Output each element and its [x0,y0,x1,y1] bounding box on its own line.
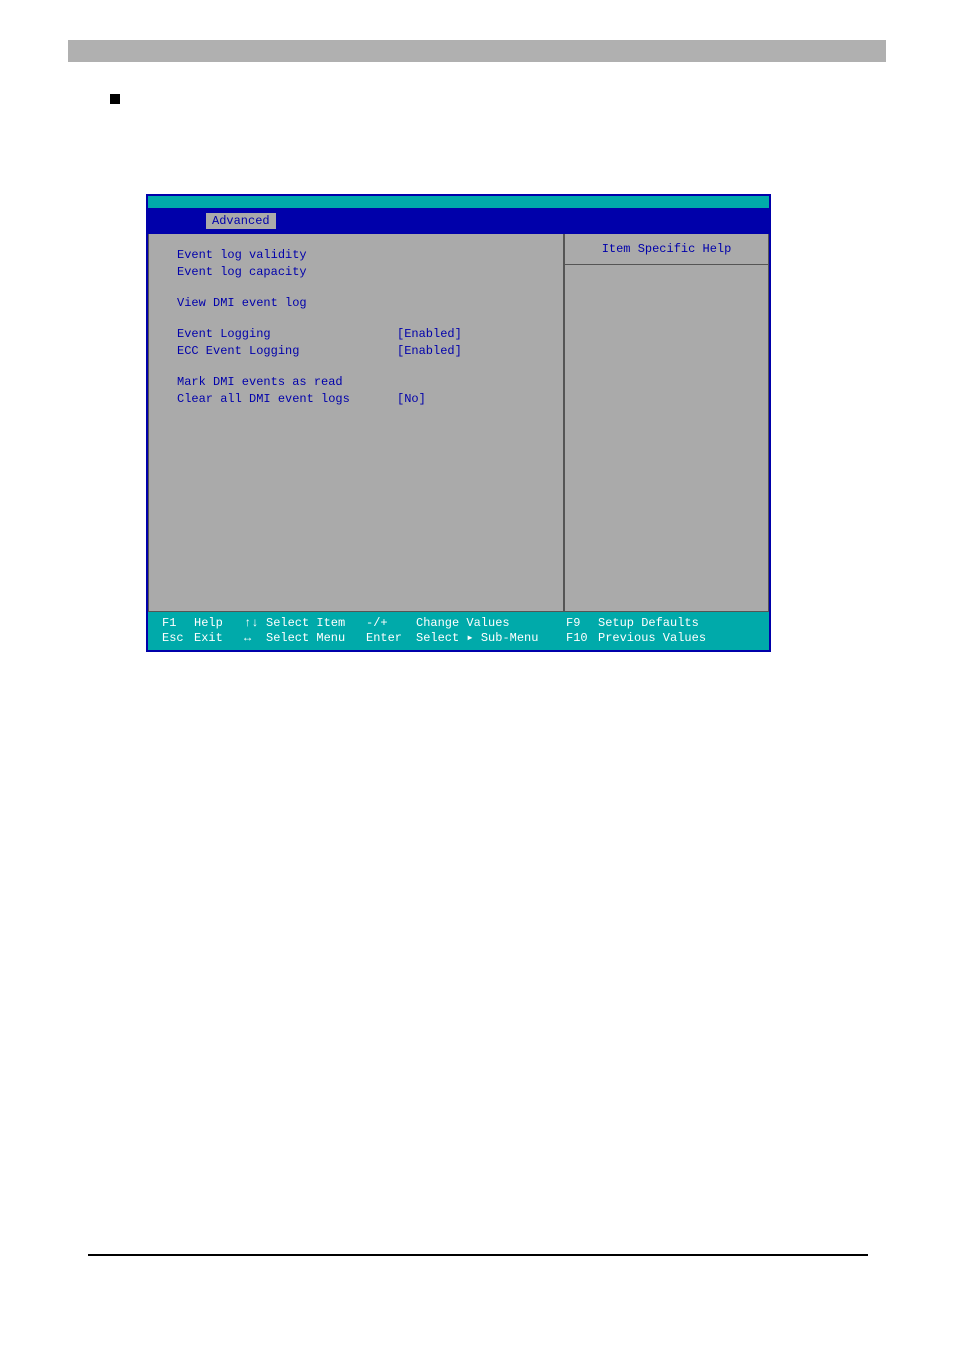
page-bottom-rule [88,1254,868,1256]
footer-row-2: Esc Exit ↔ Select Menu Enter Select ▸ Su… [162,631,755,646]
tab-advanced[interactable]: Advanced [206,213,276,229]
bios-menu-bar[interactable]: Advanced [148,208,769,234]
row-event-logging[interactable]: Event Logging [Enabled] [177,327,543,342]
value-event-logging[interactable]: [Enabled] [397,327,462,342]
footer-row-1: F1 Help ↑↓ Select Item -/+ Change Values… [162,616,755,631]
row-event-log-validity[interactable]: Event log validity [177,248,543,263]
label-view-dmi-event-log: View DMI event log [177,296,397,311]
label-event-logging: Event Logging [177,327,397,342]
row-ecc-event-logging[interactable]: ECC Event Logging [Enabled] [177,344,543,359]
page-header-bar [68,40,886,62]
row-clear-all-dmi[interactable]: Clear all DMI event logs [No] [177,392,543,407]
bios-help-panel: Item Specific Help [564,234,769,612]
footer-key-f1: F1 [162,616,194,631]
footer-label-select-menu: Select Menu [266,631,366,646]
bios-footer-bar: F1 Help ↑↓ Select Item -/+ Change Values… [148,612,769,650]
row-view-dmi-event-log[interactable]: View DMI event log [177,296,543,311]
bios-setup-window: Advanced Event log validity Event log ca… [146,194,771,652]
footer-label-select-submenu: Select ▸ Sub-Menu [416,631,566,646]
footer-label-exit: Exit [194,631,244,646]
leftright-arrow-icon: ↔ [244,631,266,646]
footer-label-previous-values: Previous Values [598,631,706,646]
bios-content-area: Event log validity Event log capacity Vi… [148,234,769,612]
label-clear-all-dmi: Clear all DMI event logs [177,392,397,407]
footer-label-select-item: Select Item [266,616,366,631]
footer-key-minusplus: -/+ [366,616,416,631]
row-event-log-capacity[interactable]: Event log capacity [177,265,543,280]
help-panel-title: Item Specific Help [565,234,768,265]
footer-key-enter: Enter [366,631,416,646]
bullet-square-icon [110,94,120,104]
footer-key-f9: F9 [566,616,598,631]
value-ecc-event-logging[interactable]: [Enabled] [397,344,462,359]
footer-key-f10: F10 [566,631,598,646]
footer-label-change-values: Change Values [416,616,566,631]
value-clear-all-dmi[interactable]: [No] [397,392,426,407]
label-event-log-capacity: Event log capacity [177,265,397,280]
label-ecc-event-logging: ECC Event Logging [177,344,397,359]
label-event-log-validity: Event log validity [177,248,397,263]
footer-key-esc: Esc [162,631,194,646]
updown-arrow-icon: ↑↓ [244,616,266,631]
row-mark-dmi-read[interactable]: Mark DMI events as read [177,375,543,390]
bios-options-panel: Event log validity Event log capacity Vi… [148,234,564,612]
label-mark-dmi-read: Mark DMI events as read [177,375,397,390]
footer-label-help: Help [194,616,244,631]
bios-top-border [148,196,769,208]
footer-label-setup-defaults: Setup Defaults [598,616,699,631]
